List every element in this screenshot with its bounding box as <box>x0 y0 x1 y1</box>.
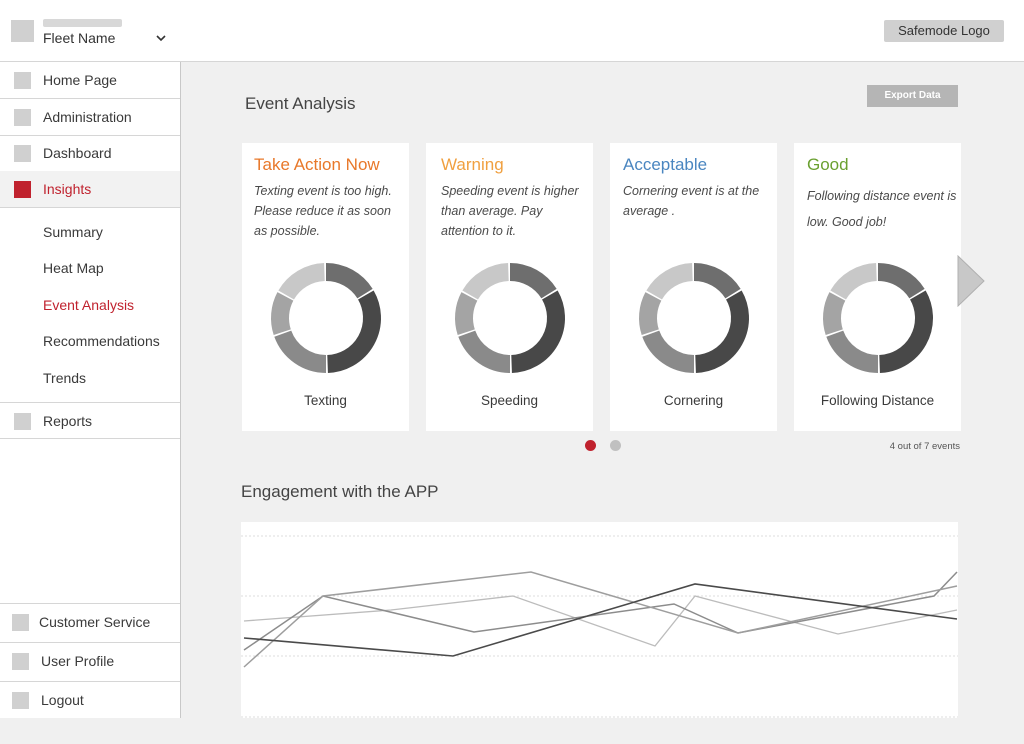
sidebar-item-label: User Profile <box>41 653 115 669</box>
subnav-heat-map[interactable]: Heat Map <box>43 260 104 276</box>
sidebar-item-label: Customer Service <box>39 614 151 630</box>
sidebar-item-label: Dashboard <box>43 145 112 161</box>
card-label: Speeding <box>480 393 539 408</box>
event-card-texting[interactable]: Take Action Now Texting event is too hig… <box>242 143 409 431</box>
card-status: Good <box>807 155 849 174</box>
card-description: Following distance event is low. Good jo… <box>807 189 957 229</box>
donut-chart-icon <box>455 263 565 373</box>
fleet-avatar <box>11 20 34 42</box>
export-data-button[interactable]: Export Data <box>867 85 958 107</box>
sidebar-item-customer-service[interactable]: Customer Service <box>0 603 180 642</box>
user-profile-icon <box>12 653 29 670</box>
chevron-down-icon[interactable] <box>154 31 168 45</box>
card-label: Texting <box>304 393 347 408</box>
carousel-dot[interactable] <box>610 440 621 451</box>
sidebar: Home Page Administration Dashboard Insig… <box>0 62 181 718</box>
home-icon <box>14 72 31 89</box>
sidebar-item-administration[interactable]: Administration <box>0 99 180 136</box>
card-status: Warning <box>441 155 504 174</box>
event-card-following-distance[interactable]: Good Following distance event is low. Go… <box>794 143 961 431</box>
insights-icon <box>14 181 31 198</box>
event-card-speeding[interactable]: Warning Speeding event is higher than av… <box>426 143 593 431</box>
fleet-label-placeholder <box>43 19 122 27</box>
donut-chart-icon <box>823 263 933 373</box>
card-description: Cornering event is at the average . <box>623 184 760 218</box>
card-status: Acceptable <box>623 155 708 174</box>
subnav-summary[interactable]: Summary <box>43 224 103 240</box>
logout-icon <box>12 692 29 709</box>
dashboard-icon <box>14 145 31 162</box>
card-status: Take Action Now <box>254 155 380 174</box>
subnav-event-analysis[interactable]: Event Analysis <box>43 297 135 313</box>
sidebar-item-reports[interactable]: Reports <box>0 402 180 439</box>
event-analysis-title: Event Analysis <box>245 94 356 113</box>
engagement-chart <box>241 522 958 718</box>
top-bar: Fleet Name Safemode Logo <box>0 0 1024 62</box>
card-label: Following Distance <box>820 393 935 408</box>
event-card-cornering[interactable]: Acceptable Cornering event is at the ave… <box>610 143 777 431</box>
donut-chart-icon <box>271 263 381 373</box>
safemode-logo: Safemode Logo <box>884 20 1004 42</box>
sidebar-item-label: Home Page <box>43 72 117 88</box>
card-description: Speeding event is higher than average. P… <box>441 184 579 238</box>
sidebar-item-label: Insights <box>43 181 92 197</box>
administration-icon <box>14 109 31 126</box>
customer-service-icon <box>12 614 29 631</box>
fleet-name[interactable]: Fleet Name <box>43 30 116 46</box>
sidebar-item-label: Reports <box>43 413 93 429</box>
reports-icon <box>14 413 31 430</box>
next-arrow-icon[interactable] <box>957 255 985 307</box>
sidebar-item-insights[interactable]: Insights <box>0 171 180 208</box>
donut-chart-icon <box>639 263 749 373</box>
sidebar-item-dashboard[interactable]: Dashboard <box>0 135 180 172</box>
carousel-dot-active[interactable] <box>585 440 596 451</box>
subnav-trends[interactable]: Trends <box>43 370 87 386</box>
events-count: 4 out of 7 events <box>889 441 960 452</box>
sidebar-item-home[interactable]: Home Page <box>0 62 180 99</box>
sidebar-item-logout[interactable]: Logout <box>0 681 180 720</box>
engagement-title: Engagement with the APP <box>241 482 439 501</box>
card-description: Texting event is too high. Please reduce… <box>254 184 392 238</box>
engagement-line-graph <box>241 535 958 718</box>
sidebar-item-label: Administration <box>43 109 132 125</box>
sidebar-item-label: Logout <box>41 692 84 708</box>
sidebar-item-user-profile[interactable]: User Profile <box>0 642 180 681</box>
card-label: Cornering <box>663 393 724 408</box>
subnav-recommendations[interactable]: Recommendations <box>43 333 160 349</box>
